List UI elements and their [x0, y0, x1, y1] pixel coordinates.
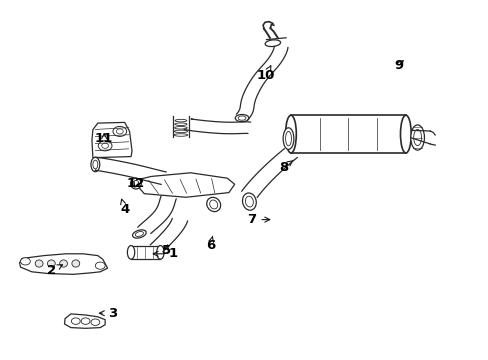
Circle shape — [71, 318, 80, 324]
Circle shape — [91, 319, 100, 325]
Text: 10: 10 — [256, 66, 274, 82]
Ellipse shape — [283, 128, 293, 149]
Text: 7: 7 — [247, 213, 269, 226]
Text: 11: 11 — [95, 132, 113, 145]
Bar — [131, 246, 160, 259]
Circle shape — [113, 126, 126, 136]
Polygon shape — [64, 314, 105, 328]
Ellipse shape — [132, 230, 146, 238]
Ellipse shape — [47, 260, 55, 267]
Text: 12: 12 — [126, 177, 145, 190]
Polygon shape — [92, 122, 132, 158]
Text: 4: 4 — [120, 199, 129, 216]
Ellipse shape — [410, 125, 424, 150]
Ellipse shape — [72, 260, 80, 267]
Circle shape — [95, 262, 105, 269]
Text: 9: 9 — [393, 59, 402, 72]
Polygon shape — [20, 254, 107, 274]
Ellipse shape — [285, 115, 296, 153]
Ellipse shape — [157, 246, 164, 259]
Ellipse shape — [130, 178, 141, 189]
Circle shape — [20, 258, 30, 265]
Ellipse shape — [235, 114, 248, 122]
Ellipse shape — [264, 40, 280, 46]
Polygon shape — [133, 173, 234, 197]
Bar — [290, 115, 405, 153]
Ellipse shape — [242, 193, 256, 210]
Text: 5: 5 — [162, 244, 170, 257]
Text: 8: 8 — [279, 160, 293, 174]
Text: 1: 1 — [153, 247, 178, 260]
Text: 3: 3 — [99, 307, 117, 320]
Circle shape — [98, 141, 112, 151]
Ellipse shape — [206, 197, 220, 212]
Text: 2: 2 — [47, 264, 62, 277]
Text: 6: 6 — [205, 236, 214, 252]
Ellipse shape — [400, 115, 410, 153]
Ellipse shape — [60, 260, 67, 267]
Ellipse shape — [91, 157, 100, 172]
Circle shape — [81, 318, 90, 324]
Ellipse shape — [127, 246, 134, 259]
Ellipse shape — [35, 260, 43, 267]
